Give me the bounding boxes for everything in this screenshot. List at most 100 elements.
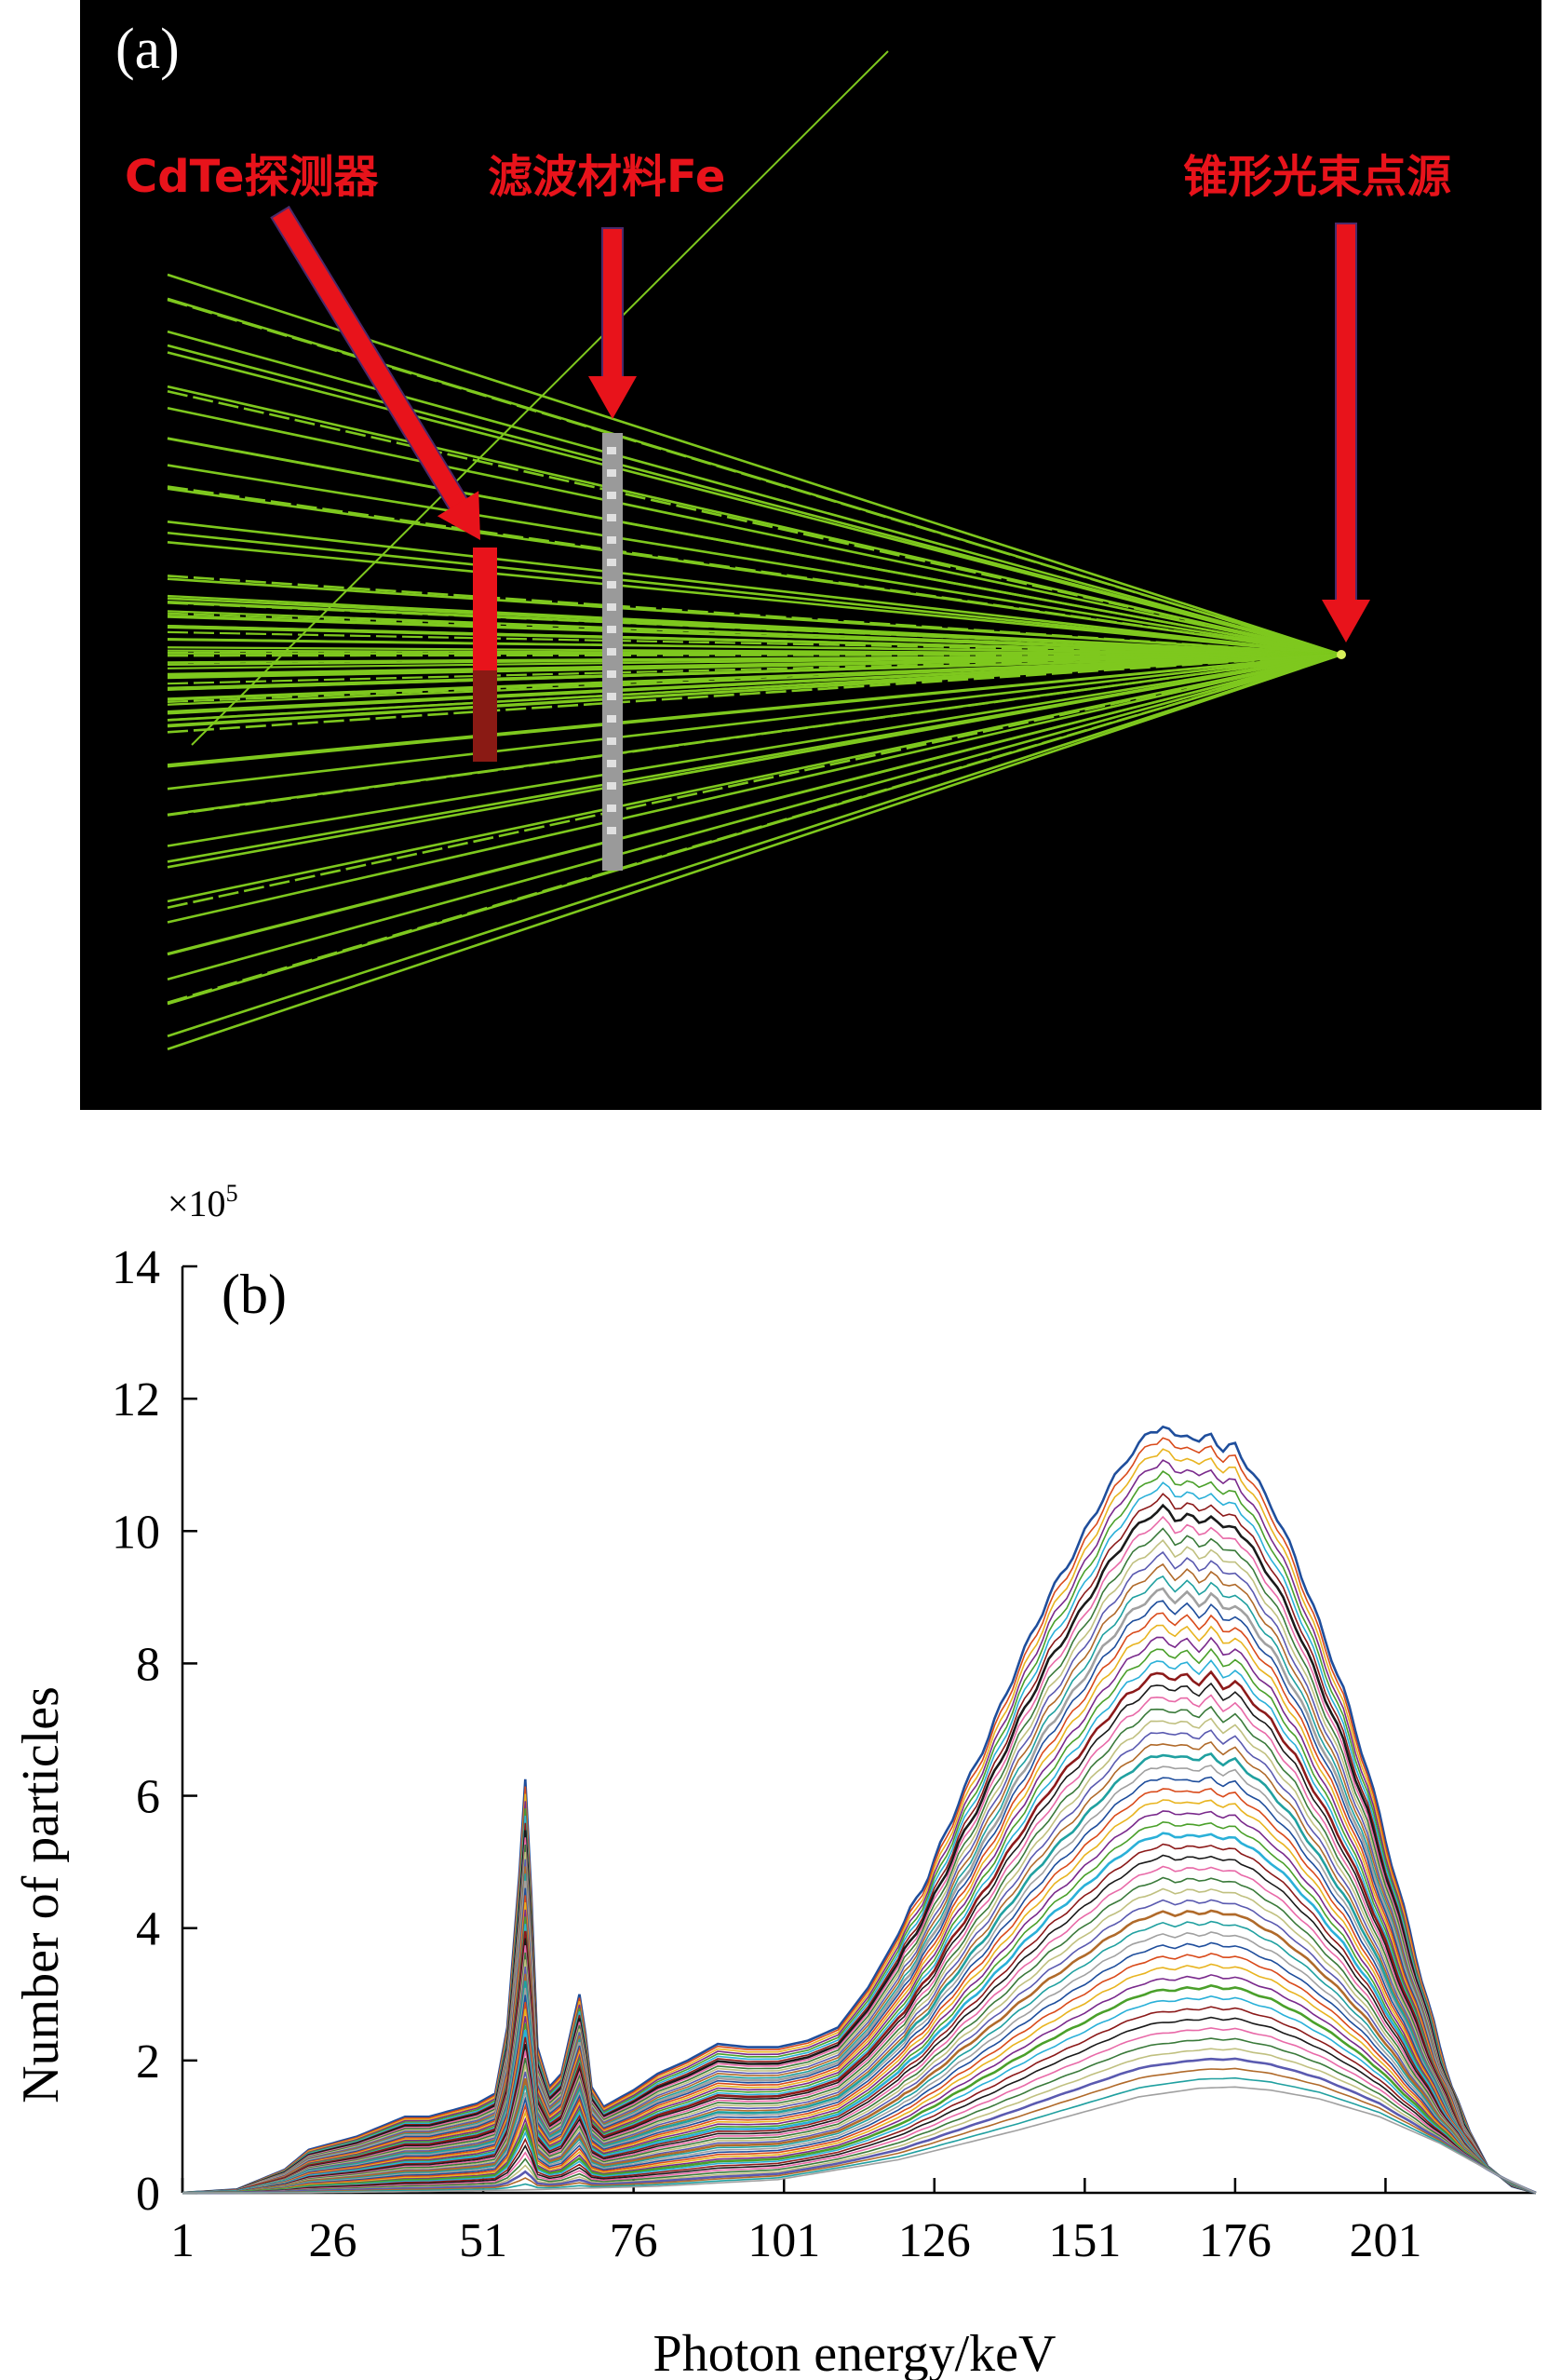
spectrum-series-line — [182, 1448, 1537, 2194]
spectrum-series-line — [182, 1865, 1537, 2194]
spectrum-series-line — [182, 1539, 1537, 2194]
spectrum-series-line — [182, 1682, 1537, 2194]
rays-group — [167, 50, 1342, 1050]
spectrum-series-line — [182, 1694, 1537, 2194]
spectrum-series-line — [182, 1843, 1537, 2194]
spectrum-series-line — [182, 1765, 1537, 2194]
ray-line — [167, 390, 1342, 656]
spectrum-series-line — [182, 1481, 1537, 2194]
y-multiplier: ×105 — [168, 1180, 238, 1224]
x-axis-label: Photon energy/keV — [653, 2325, 1057, 2380]
spectrum-series-line — [182, 1788, 1537, 2194]
spectrum-series-line — [182, 1876, 1537, 2194]
spectrum-series-line — [182, 1624, 1537, 2194]
spectrum-chart: 0 2 4 6 8 10 12 14 1 26 51 76 101 126 151 176 201 ×105 (… — [0, 1164, 1548, 2380]
spectrum-series-line — [182, 1612, 1537, 2194]
ray-line — [167, 653, 1342, 817]
filter-texture — [607, 469, 616, 477]
spectrum-series-line — [182, 2086, 1537, 2194]
x-tick-label: 1 — [170, 2214, 195, 2267]
filter-texture — [607, 715, 616, 723]
ray-line — [167, 653, 1342, 869]
y-tick-label: 14 — [112, 1241, 160, 1294]
filter-arrow — [588, 227, 637, 419]
ray-line — [167, 487, 1342, 656]
ray-line — [167, 653, 1342, 1006]
y-tick-label: 0 — [136, 2168, 160, 2221]
ray-line — [167, 653, 1342, 847]
filter-texture — [607, 514, 616, 521]
spectrum-series-line — [182, 1941, 1537, 2194]
ray-line — [167, 520, 1342, 656]
filter-texture — [607, 559, 616, 566]
spectrum-series-line — [182, 1503, 1537, 2195]
spectrum-series-line — [182, 1909, 1537, 2195]
series-group — [182, 1425, 1537, 2195]
ray-line — [167, 653, 1342, 791]
ray-line — [167, 653, 1342, 1037]
spectrum-series-line — [182, 1636, 1537, 2194]
spectrum-series-line — [182, 1931, 1537, 2194]
spectrum-series-line — [182, 2016, 1537, 2194]
spectrum-series-line — [182, 1575, 1537, 2194]
filter-texture — [607, 648, 616, 656]
filter-texture — [607, 536, 616, 544]
ray-line — [167, 330, 1342, 656]
filter-texture — [607, 626, 616, 633]
ray-line — [167, 437, 1342, 656]
spectrum-series-line — [182, 1562, 1537, 2194]
spectrum-series-line — [182, 1705, 1537, 2194]
source-arrow — [1322, 223, 1370, 642]
ray-trace-drawing — [167, 50, 1370, 1050]
ray-line — [167, 653, 1342, 768]
filter-texture — [607, 782, 616, 790]
filter-texture — [607, 693, 616, 700]
ray-line — [167, 601, 1342, 656]
filter-texture — [607, 670, 616, 678]
spectrum-series-line — [182, 1740, 1537, 2194]
spectrum-series-line — [182, 2067, 1537, 2194]
spectrum-series-line — [182, 1437, 1537, 2194]
filter-label: 滤波材料Fe — [488, 151, 726, 203]
ray-line — [167, 638, 1342, 656]
x-tick-label: 101 — [747, 2214, 820, 2267]
ray-line — [167, 298, 1342, 656]
spectrum-series-line — [182, 1459, 1537, 2194]
spectrum-series-line — [182, 1527, 1537, 2194]
y-tick-label: 10 — [112, 1506, 160, 1559]
spectrum-series-line — [182, 1600, 1537, 2194]
spectrum-series-line — [182, 1899, 1537, 2194]
detector-label: CdTe探测器 — [125, 151, 379, 203]
ray-line — [167, 624, 1342, 656]
x-tick-label: 51 — [459, 2214, 507, 2267]
spectrum-series-line — [182, 2006, 1537, 2194]
spectrum-series-line — [182, 2037, 1537, 2194]
x-tick-label: 176 — [1199, 2214, 1272, 2267]
spectrum-series-line — [182, 1854, 1537, 2194]
detector-shadow — [473, 670, 497, 762]
spectrum-series-line — [182, 1587, 1537, 2195]
spectrum-series-line — [182, 1995, 1537, 2194]
filter-texture — [607, 447, 616, 454]
spectrum-series-line — [182, 1953, 1537, 2194]
y-axis-label: Number of particles — [12, 1686, 70, 2103]
ray-line — [167, 652, 1342, 656]
ray-line — [167, 653, 1342, 677]
spectrum-series-line — [182, 2076, 1537, 2194]
spectrum-series-line — [182, 1729, 1537, 2194]
ray-line — [167, 653, 1342, 714]
y-tick-label: 8 — [136, 1638, 160, 1691]
ray-line — [167, 653, 1342, 909]
ray-line — [167, 406, 1342, 656]
ray-line — [167, 577, 1342, 656]
ray-line — [167, 653, 1342, 706]
spectrum-series-line — [182, 1799, 1537, 2194]
ray-line — [167, 653, 1342, 691]
ray-line — [167, 540, 1342, 656]
spectrum-series-line — [182, 1752, 1537, 2195]
spectrum-series-line — [182, 1776, 1537, 2194]
spectrum-series-line — [182, 1920, 1537, 2194]
panel-a-label: (a) — [115, 18, 180, 81]
spectrum-series-line — [182, 1717, 1537, 2194]
